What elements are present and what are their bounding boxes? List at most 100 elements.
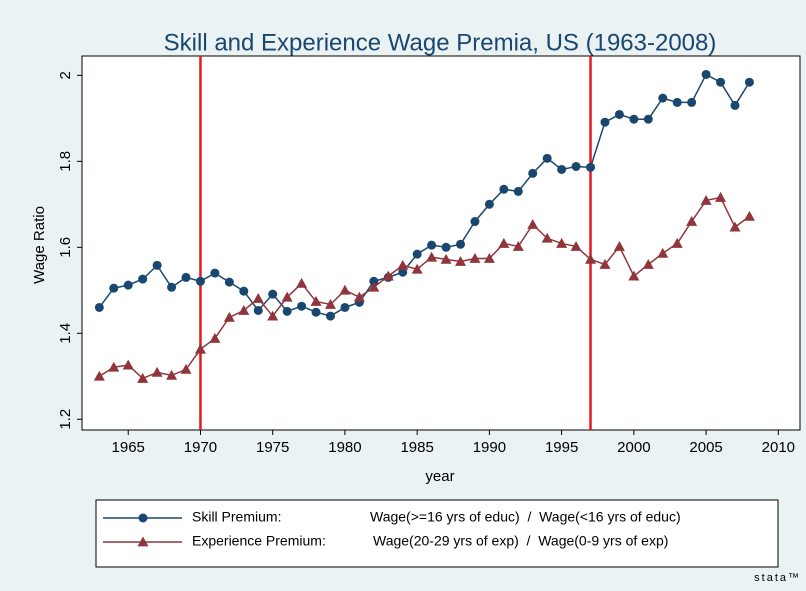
legend-label: Experience Premium: [192,533,326,549]
x-tick-label: 1965 [112,439,145,456]
x-tick-label: 1980 [328,439,361,456]
x-tick-label: 1995 [545,439,578,456]
point [340,302,350,312]
point [715,191,727,202]
point [426,251,438,262]
point [353,291,365,302]
point [456,239,466,249]
y-tick-label: 1.2 [57,409,74,430]
point [599,258,611,269]
x-tick-label: 1990 [473,439,506,456]
point [628,270,640,281]
point [700,194,712,205]
point [600,117,610,127]
point [122,359,134,370]
point [613,240,625,251]
point [210,268,220,278]
y-tick-label: 1.8 [57,151,74,172]
point [671,237,683,248]
point [556,237,568,248]
point [253,305,263,315]
point [657,247,669,258]
point [397,259,409,270]
legend [95,499,779,568]
x-tick-label: 2005 [689,439,722,456]
point [123,280,133,290]
plot-area [81,55,801,431]
point [382,270,394,281]
point [629,114,639,124]
point [412,249,422,259]
point [339,284,351,295]
point [570,240,582,251]
legend-description: Wage(20-29 yrs of exp) / Wage(0-9 yrs of… [373,533,668,549]
point [224,277,234,287]
point [252,292,264,303]
point [223,311,235,322]
point [743,210,755,221]
point [658,93,668,103]
x-axis-label: year [425,468,454,485]
point [571,161,581,171]
point [180,363,192,374]
y-tick-label: 1.6 [57,237,74,258]
x-tick-label: 1985 [400,439,433,456]
point [440,253,452,264]
x-tick-label: 2000 [617,439,650,456]
point [542,153,552,163]
point [297,301,307,311]
point [282,306,292,316]
point [427,240,437,250]
point [527,219,539,229]
legend-label: Skill Premium: [192,509,281,525]
point [513,186,523,196]
chart-title: Skill and Experience Wage Premia, US (19… [164,29,717,56]
point [512,240,524,251]
legend-description: Wage(>=16 yrs of educ) / Wage(<16 yrs of… [370,509,681,525]
point [716,77,726,87]
point [528,168,538,178]
point [541,232,553,243]
point [152,260,162,270]
point [484,199,494,209]
point [281,291,293,302]
point [181,272,191,282]
point [411,263,423,274]
point [744,77,754,87]
point [311,307,321,317]
point [498,237,510,248]
point [108,361,120,372]
point [586,162,596,172]
point [687,97,697,107]
point [469,252,481,263]
point [643,114,653,124]
point [642,258,654,269]
point [138,274,148,284]
point [267,310,279,321]
point [730,100,740,110]
point [368,281,380,292]
point [151,366,163,377]
point [325,311,335,321]
point [239,286,249,296]
series-line [98,73,751,317]
point [441,242,451,252]
point [729,221,741,232]
point [109,283,119,293]
point [672,97,682,107]
legend-marker [137,536,149,547]
point [686,216,698,226]
point [369,276,379,286]
point [137,372,149,383]
point [195,276,205,286]
x-tick-label: 1970 [184,439,217,456]
point [701,69,711,79]
point [194,343,206,354]
series-line [98,196,750,380]
x-tick-label: 2010 [762,439,795,456]
point [167,282,177,292]
legend-marker [138,513,148,523]
point [238,304,250,315]
point [483,252,495,263]
